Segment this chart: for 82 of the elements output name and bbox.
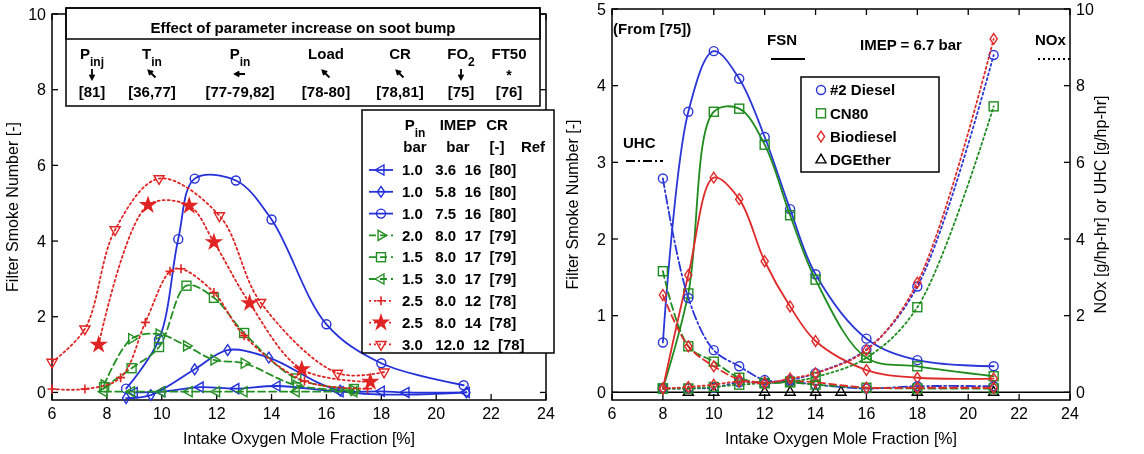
x-tick-label: 24: [537, 405, 555, 422]
x-tick-label: 20: [959, 405, 978, 422]
annotation: [36,77]: [128, 83, 176, 100]
legend-label: 1.5 3.0 17 [79]: [402, 270, 517, 288]
y-tick-label: 6: [37, 156, 47, 174]
annotation: Load: [308, 45, 344, 62]
legend-label: 1.5 8.0 17 [79]: [402, 248, 517, 266]
y-axis-title: Filter Smoke Number [-]: [4, 122, 21, 292]
annotation: [77-79,82]: [205, 83, 275, 100]
y-tick-label: 4: [597, 77, 607, 95]
annotation: T$_{in}$: [142, 45, 162, 69]
y-tick-label: 3: [597, 153, 607, 171]
x-tick-label: 10: [152, 405, 171, 422]
legend-label: 3.0 12.0 12 [78]: [402, 335, 525, 353]
y-tick-label: 0: [37, 384, 47, 402]
x-tick-label: 18: [908, 405, 927, 422]
annotation: [75]: [447, 83, 475, 100]
x-tick-label: 12: [755, 405, 774, 422]
x-tick-label: 8: [102, 405, 112, 422]
x-tick-label: 22: [482, 405, 501, 422]
annotation: [-]: [489, 138, 505, 155]
annotation: [81]: [78, 83, 106, 100]
annotation: IMEP: [439, 116, 477, 133]
annotation: [78,81]: [376, 83, 424, 100]
annotation: UHC: [623, 134, 656, 151]
y2-tick-label: 4: [1076, 230, 1085, 248]
annotation: IMEP = 6.7 bar: [860, 36, 963, 53]
legend-label: 2.5 8.0 14 [78]: [402, 313, 517, 331]
x-axis-title: Intake Oxygen Mole Fraction [%]: [182, 430, 416, 447]
annotation: (From [75]): [613, 20, 692, 37]
annotation: P$_{in}$: [229, 45, 251, 69]
annotation: Ref: [520, 138, 547, 155]
x-tick-label: 14: [806, 405, 825, 422]
y2-tick-label: 0: [1076, 383, 1085, 401]
y-axis-title: Filter Smoke Number [-]: [564, 119, 581, 290]
legend-label: 1.0 7.5 16 [80]: [402, 204, 517, 222]
annotation: [76]: [495, 83, 523, 100]
y-tick-label: 10: [28, 5, 47, 23]
x-tick-label: 16: [857, 405, 876, 422]
y2-tick-label: 8: [1076, 77, 1085, 95]
annotation: CR: [389, 45, 411, 62]
y-tick-label: 2: [597, 230, 607, 248]
annotation: bar: [446, 138, 470, 155]
legend-label: 2.0 8.0 17 [79]: [402, 226, 517, 244]
annotation: FO$_{2}$: [447, 45, 476, 69]
annotation: P$_{in}$: [404, 116, 426, 140]
annotation: [78-80]: [301, 83, 351, 100]
legend-label: #2 Diesel: [830, 81, 896, 99]
annotation: FT50: [491, 45, 527, 62]
annotation: *: [506, 67, 513, 83]
y2-tick-label: 2: [1076, 307, 1085, 325]
legend-label: DGEther: [830, 151, 891, 169]
legend-label: CN80: [830, 104, 869, 122]
legend-label: 1.0 5.8 16 [80]: [402, 183, 517, 201]
x-tick-label: 20: [427, 405, 446, 422]
x-tick-label: 12: [207, 405, 226, 422]
x-tick-label: 18: [372, 405, 391, 422]
legend-label: Biodiesel: [830, 127, 897, 145]
x-tick-label: 16: [317, 405, 336, 422]
legend-label: 2.5 8.0 12 [78]: [402, 292, 517, 310]
y-tick-label: 1: [597, 307, 607, 325]
x-tick-label: 14: [262, 405, 281, 422]
annotation: Effect of parameter increase on soot bump: [150, 19, 456, 36]
legend-label: 1.0 3.6 16 [80]: [402, 161, 517, 179]
y-tick-label: 0: [597, 383, 607, 401]
x-tick-label: 24: [1061, 405, 1079, 422]
x-tick-label: 10: [704, 405, 723, 422]
x-axis-title: Intake Oxygen Mole Fraction [%]: [724, 430, 958, 447]
annotation: CR: [486, 116, 508, 133]
y2-axis-title: NOx [g/hp-hr] or UHC [g/hp-hr]: [1092, 95, 1109, 314]
y-tick-label: 4: [37, 232, 47, 250]
annotation: bar: [403, 138, 427, 155]
y-tick-label: 8: [37, 81, 47, 99]
y-tick-label: 2: [37, 308, 47, 326]
y2-tick-label: 10: [1076, 0, 1094, 18]
annotation: P$_{inj}$: [79, 45, 105, 69]
x-tick-label: 22: [1010, 405, 1029, 422]
y-tick-label: 5: [597, 0, 607, 18]
y2-tick-label: 6: [1076, 153, 1085, 171]
annotation: NOx: [1035, 31, 1067, 48]
annotation: FSN: [767, 31, 797, 48]
x-tick-label: 8: [658, 405, 668, 422]
